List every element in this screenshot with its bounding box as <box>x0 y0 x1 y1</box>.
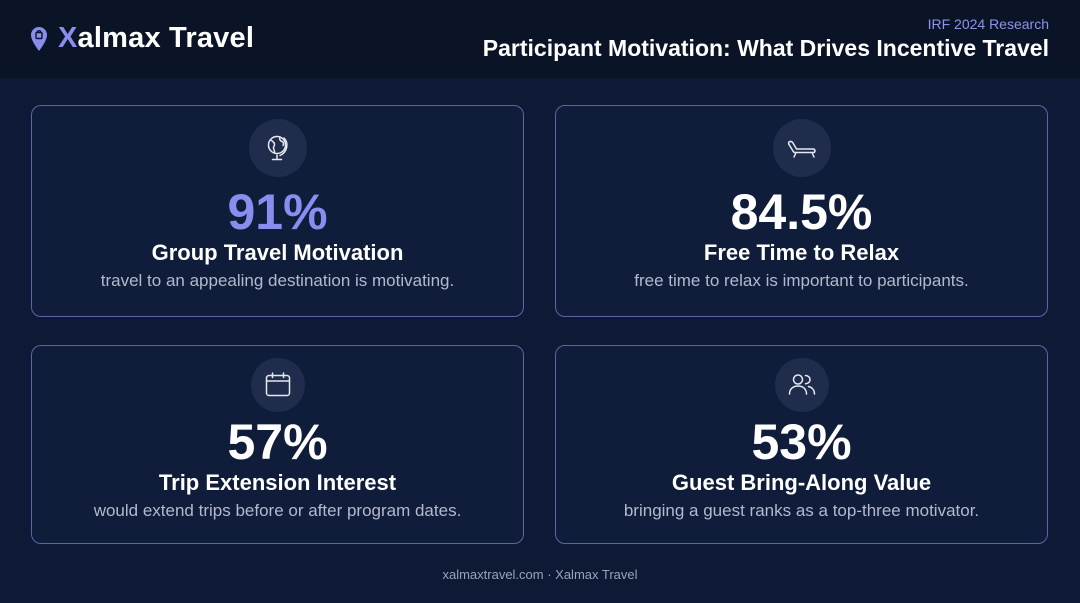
stat-description: travel to an appealing destination is mo… <box>100 271 455 290</box>
stat-title: Group Travel Motivation <box>151 240 404 265</box>
brand-name-first-letter: X <box>58 22 78 54</box>
icon-badge <box>774 358 829 412</box>
stat-value: 53% <box>751 414 852 470</box>
brand-name: Xalmax Travel <box>58 22 254 55</box>
lounge-chair-icon <box>787 140 816 158</box>
footer: xalmaxtravel.com · Xalmax Travel <box>442 567 638 582</box>
stat-value: 57% <box>227 414 328 470</box>
stat-title: Free Time to Relax <box>703 240 900 265</box>
brand-name-rest: almax Travel <box>77 22 255 54</box>
stat-card-free-time: 84.5% Free Time to Relax free time to re… <box>555 105 1048 317</box>
stat-value: 91% <box>227 184 328 240</box>
globe-icon <box>267 135 288 161</box>
stat-card-trip-extension: 57% Trip Extension Interest would extend… <box>31 345 524 544</box>
icon-badge <box>250 358 305 412</box>
stat-title: Trip Extension Interest <box>158 470 397 495</box>
page-title: Participant Motivation: What Drives Ince… <box>482 35 1049 61</box>
header-right: IRF 2024 Research Participant Motivation… <box>483 15 1049 63</box>
stat-value: 84.5% <box>730 184 873 240</box>
calendar-icon <box>265 372 290 397</box>
stat-description: would extend trips before or after progr… <box>93 501 462 520</box>
stat-card-group-travel: 91% Group Travel Motivation travel to an… <box>31 105 524 317</box>
brand[interactable]: Xalmax Travel <box>30 22 254 55</box>
header: Xalmax Travel IRF 2024 Research Particip… <box>0 0 1080 78</box>
icon-badge <box>248 119 307 177</box>
stat-description: bringing a guest ranks as a top-three mo… <box>623 501 980 520</box>
stat-card-guest-bring-along: 53% Guest Bring-Along Value bringing a g… <box>555 345 1048 544</box>
map-pin-icon <box>31 26 47 51</box>
icon-badge <box>772 119 831 177</box>
users-icon <box>788 374 815 395</box>
stat-description: free time to relax is important to parti… <box>634 271 969 290</box>
stat-title: Guest Bring-Along Value <box>671 470 932 495</box>
eyebrow: IRF 2024 Research <box>927 16 1049 32</box>
